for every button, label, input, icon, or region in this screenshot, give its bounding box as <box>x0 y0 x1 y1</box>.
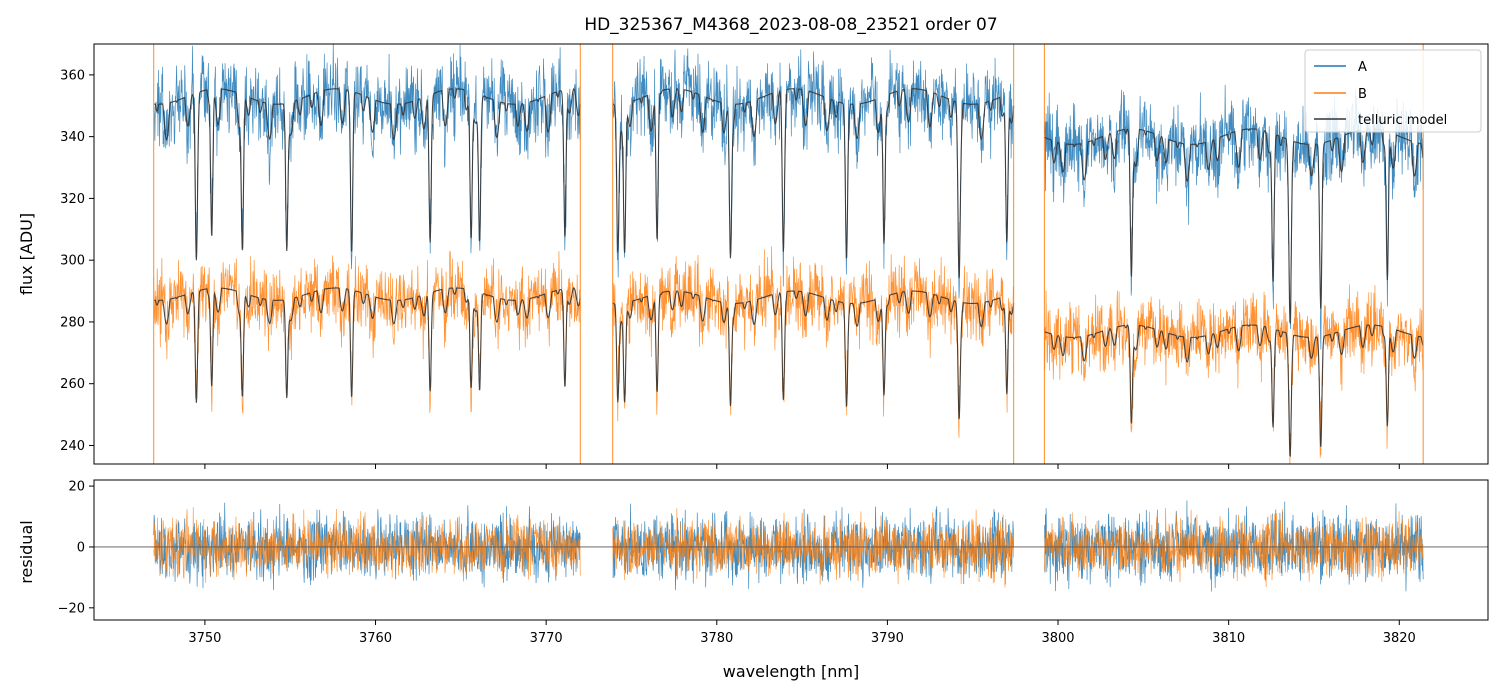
xtick-label: 3780 <box>700 631 733 646</box>
telluric-model-b-line-1 <box>153 287 581 403</box>
xtick-label: 3800 <box>1041 631 1074 646</box>
flux-ytick-label: 360 <box>60 68 85 83</box>
telluric-model-a-line-3 <box>1044 128 1424 325</box>
xtick-label: 3760 <box>359 631 392 646</box>
telluric-model-a-line-1 <box>153 88 581 261</box>
residual-b-line-3 <box>1044 508 1424 588</box>
flux-ytick-label: 260 <box>60 377 85 392</box>
flux-panel: 240 260 280 300 320 340 360 flux [ADU] A B tel… <box>17 43 1489 469</box>
xtick-label: 3820 <box>1383 631 1416 646</box>
residual-ytick-label: 20 <box>68 480 85 495</box>
xtick-label: 3770 <box>530 631 563 646</box>
xtick-label: 3790 <box>871 631 904 646</box>
legend-label-model: telluric model <box>1358 113 1447 128</box>
flux-plot-frame <box>93 43 1489 465</box>
residual-ytick-label: −20 <box>58 601 85 616</box>
x-axis-label: wavelength [nm] <box>723 662 860 681</box>
legend: A B telluric model <box>1304 49 1482 133</box>
flux-ytick-label: 300 <box>60 254 85 269</box>
flux-ytick-label: 320 <box>60 192 85 207</box>
flux-ytick-label: 340 <box>60 130 85 145</box>
residual-ytick-label: 0 <box>77 540 85 555</box>
series-a-line-2 <box>612 48 1014 299</box>
residual-plot-frame <box>93 479 1489 621</box>
flux-y-axis-label: flux [ADU] <box>17 213 36 295</box>
flux-ytick-label: 240 <box>60 439 85 454</box>
legend-label-b: B <box>1358 87 1367 102</box>
residual-y-axis-label: residual <box>17 520 36 583</box>
series-b-line-2 <box>612 246 1015 438</box>
telluric-model-b-line-2 <box>612 290 1015 420</box>
series-b-line-3 <box>1044 284 1424 464</box>
chart-title: HD_325367_M4368_2023-08-08_23521 order 0… <box>584 15 997 35</box>
residual-b-line-2 <box>612 508 1015 588</box>
flux-ytick-label: 280 <box>60 315 85 330</box>
xtick-label: 3810 <box>1212 631 1245 646</box>
series-a-line-1 <box>153 44 581 270</box>
residual-b-line-1 <box>153 507 581 583</box>
series-b-line-1 <box>153 250 581 414</box>
legend-label-a: A <box>1358 60 1367 75</box>
xtick-label: 3750 <box>188 631 221 646</box>
telluric-model-a-line-2 <box>612 88 1015 279</box>
telluric-model-b-line-3 <box>1044 324 1424 458</box>
